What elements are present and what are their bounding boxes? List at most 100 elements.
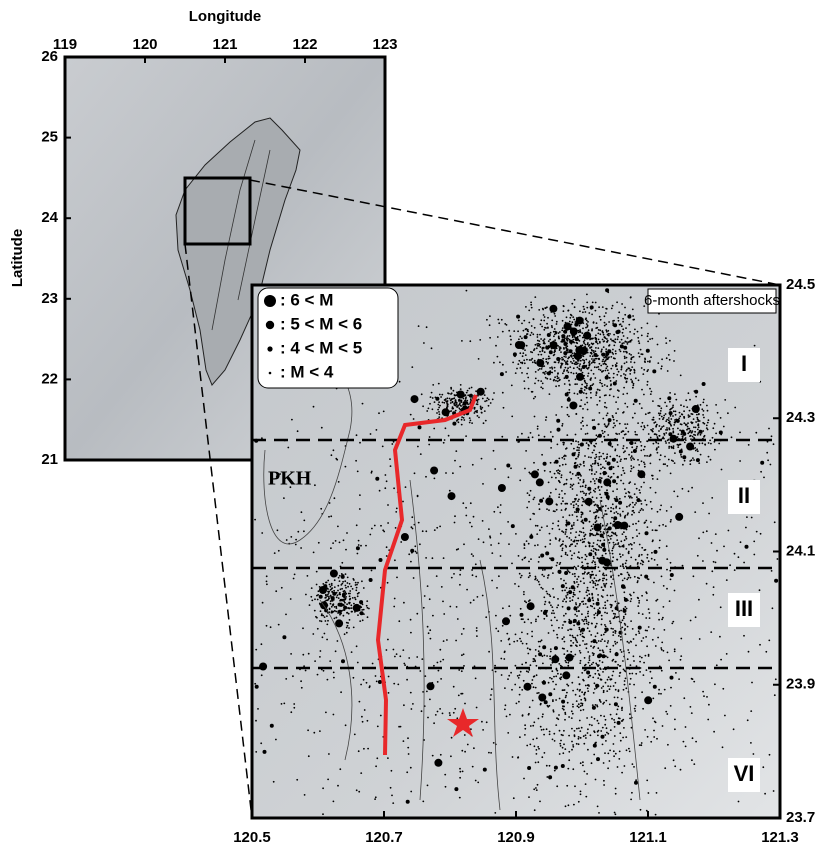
aftershock (630, 620, 632, 622)
aftershock (563, 484, 565, 486)
aftershock (469, 522, 471, 524)
aftershock (613, 396, 615, 398)
aftershock (537, 544, 539, 546)
aftershock (548, 345, 550, 347)
aftershock (703, 695, 705, 697)
aftershock (621, 651, 623, 653)
aftershock (685, 439, 687, 441)
aftershock (320, 650, 322, 652)
aftershock (549, 543, 551, 545)
aftershock (629, 751, 631, 753)
aftershock (362, 721, 364, 723)
aftershock (599, 382, 601, 384)
aftershock (609, 333, 611, 335)
aftershock (715, 404, 717, 406)
aftershock (526, 507, 528, 509)
y-tick-label: 24.1 (786, 542, 815, 559)
aftershock (564, 748, 566, 750)
aftershock (392, 802, 394, 804)
aftershock (390, 465, 392, 467)
aftershock (557, 718, 559, 720)
aftershock (588, 493, 590, 495)
aftershock (572, 768, 574, 770)
aftershock (582, 311, 584, 313)
aftershock (550, 332, 552, 334)
aftershock (600, 547, 602, 549)
aftershock (601, 639, 603, 641)
aftershock (300, 680, 302, 682)
aftershock (578, 738, 580, 740)
aftershock (552, 436, 554, 438)
aftershock (607, 565, 609, 567)
aftershock (408, 553, 410, 555)
aftershock (656, 436, 658, 438)
aftershock (357, 553, 359, 555)
aftershock (526, 745, 528, 747)
aftershock (707, 719, 709, 721)
aftershock (565, 713, 567, 715)
aftershock (580, 791, 582, 793)
aftershock (610, 686, 612, 688)
aftershock (597, 584, 599, 586)
aftershock (416, 656, 418, 658)
aftershock (563, 442, 565, 444)
aftershock (474, 408, 476, 410)
aftershock (622, 554, 624, 556)
aftershock (563, 585, 565, 587)
aftershock (476, 410, 478, 412)
aftershock (487, 397, 489, 399)
aftershock (498, 575, 500, 577)
aftershock (432, 397, 434, 399)
aftershock (622, 660, 624, 662)
aftershock (349, 590, 351, 592)
aftershock (621, 528, 623, 530)
aftershock (518, 677, 520, 679)
aftershock (609, 620, 611, 622)
aftershock (734, 569, 736, 571)
aftershock (577, 500, 579, 502)
aftershock (520, 367, 522, 369)
aftershock (774, 521, 776, 523)
aftershock (724, 715, 726, 717)
aftershock (591, 716, 593, 718)
aftershock (618, 433, 620, 435)
aftershock (639, 403, 641, 405)
aftershock (773, 790, 775, 792)
aftershock (711, 570, 713, 572)
aftershock (414, 545, 416, 547)
aftershock (494, 468, 496, 470)
aftershock (358, 544, 360, 546)
aftershock (571, 525, 573, 527)
aftershock (657, 511, 659, 513)
aftershock (347, 577, 349, 579)
aftershock (528, 669, 530, 671)
aftershock (386, 555, 388, 557)
aftershock (536, 692, 538, 694)
aftershock (583, 535, 585, 537)
aftershock (596, 515, 598, 517)
aftershock (572, 358, 574, 360)
aftershock (402, 501, 404, 503)
aftershock (592, 582, 594, 584)
aftershock (630, 369, 632, 371)
aftershock (592, 302, 594, 304)
aftershock (579, 720, 581, 722)
aftershock (583, 637, 585, 639)
aftershock (708, 456, 710, 458)
aftershock (697, 555, 699, 557)
aftershock (547, 577, 549, 579)
aftershock (573, 367, 575, 369)
aftershock (322, 813, 324, 815)
aftershock (610, 575, 612, 577)
aftershock (635, 523, 637, 525)
aftershock (591, 470, 593, 472)
aftershock (570, 372, 572, 374)
aftershock (630, 470, 632, 472)
aftershock (408, 753, 410, 755)
aftershock (528, 501, 530, 503)
aftershock (630, 361, 632, 363)
aftershock (335, 650, 337, 652)
aftershock (449, 490, 451, 492)
aftershock (680, 655, 682, 657)
aftershock (615, 353, 617, 355)
